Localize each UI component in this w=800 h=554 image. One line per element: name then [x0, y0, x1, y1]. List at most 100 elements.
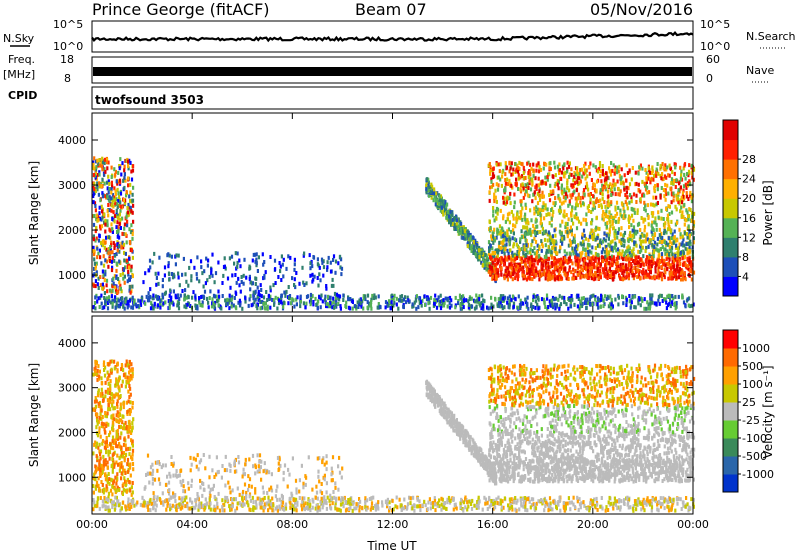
echo-cell — [415, 298, 418, 303]
echo-cell — [663, 222, 666, 227]
echo-cell — [632, 218, 635, 223]
echo-cell — [671, 252, 674, 257]
echo-cell — [690, 218, 694, 223]
echo-cell — [671, 232, 674, 237]
echo-cell — [339, 265, 342, 270]
echo-cell — [254, 252, 257, 257]
echo-cell — [442, 303, 446, 308]
echo-cell — [585, 222, 588, 227]
echo-cell — [591, 207, 594, 212]
echo-cell — [340, 266, 344, 271]
echo-cell — [680, 213, 683, 218]
echo-cell — [118, 280, 121, 285]
echo-cell — [488, 261, 491, 266]
echo-cell — [508, 302, 511, 307]
echo-cell — [263, 275, 266, 280]
echo-cell — [629, 237, 632, 242]
echo-cell — [627, 267, 630, 272]
echo-cell — [651, 213, 654, 218]
echo-cell — [255, 252, 258, 257]
colorbar-tick-label: 20 — [742, 192, 756, 205]
echo-cell — [508, 196, 511, 201]
echo-cell — [681, 191, 684, 196]
echo-cell — [207, 300, 210, 305]
echo-cell — [491, 274, 494, 279]
echo-cell — [680, 205, 683, 210]
echo-cell — [439, 299, 442, 304]
echo-cell — [582, 188, 586, 192]
echo-cell — [210, 304, 214, 309]
echo-cell — [594, 165, 597, 170]
echo-cell — [668, 264, 671, 269]
echo-cell — [557, 208, 561, 213]
echo-cell — [104, 194, 107, 199]
echo-cell — [688, 163, 691, 168]
echo-cell — [533, 236, 536, 241]
echo-cell — [528, 170, 532, 175]
echo-cell — [516, 250, 519, 254]
echo-cell — [533, 268, 536, 273]
echo-cell — [599, 304, 602, 309]
echo-cell — [156, 303, 159, 308]
echo-cell — [211, 252, 214, 257]
echo-cell — [509, 191, 512, 196]
echo-cell — [654, 266, 657, 270]
echo-cell — [191, 295, 194, 300]
echo-cell — [692, 223, 695, 228]
echo-cell — [675, 272, 678, 277]
echo-cell — [318, 295, 321, 300]
echo-cell — [661, 299, 664, 303]
echo-cell — [102, 263, 106, 268]
echo-cell — [129, 190, 132, 195]
echo-cell — [679, 209, 682, 214]
echo-cell — [130, 305, 133, 310]
echo-cell — [523, 247, 526, 252]
echo-cell — [544, 181, 548, 186]
echo-cell — [659, 293, 662, 298]
echo-cell — [519, 216, 522, 221]
echo-cell — [93, 301, 97, 305]
echo-cell — [355, 506, 358, 511]
echo-cell — [309, 266, 312, 271]
echo-cell — [105, 283, 108, 288]
echo-cell — [614, 267, 618, 272]
echo-cell — [576, 203, 579, 208]
echo-cell — [583, 168, 587, 173]
echo-cell — [371, 293, 374, 298]
echo-cell — [601, 255, 604, 260]
echo-cell — [526, 250, 529, 255]
echo-cell — [588, 297, 591, 302]
echo-cell — [512, 228, 515, 233]
echo-cell — [495, 249, 498, 254]
echo-cell — [673, 301, 676, 306]
echo-cell — [124, 178, 127, 183]
echo-cell — [571, 246, 574, 251]
echo-cell — [692, 177, 695, 182]
echo-cell — [118, 235, 121, 240]
echo-cell — [469, 236, 472, 241]
echo-cell — [634, 255, 637, 260]
echo-cell — [107, 190, 110, 195]
echo-cell — [151, 260, 154, 265]
echo-cell — [437, 295, 440, 300]
echo-cell — [100, 164, 104, 169]
echo-cell — [566, 276, 569, 281]
echo-cell — [115, 503, 118, 507]
echo-cell — [677, 200, 680, 205]
echo-cell — [480, 254, 483, 258]
echo-cell — [184, 288, 187, 293]
echo-cell — [562, 195, 565, 200]
echo-cell — [389, 306, 392, 311]
echo-cell — [538, 246, 541, 251]
echo-cell — [489, 265, 492, 270]
echo-cell — [338, 297, 341, 302]
echo-cell — [594, 246, 597, 251]
echo-cell — [278, 261, 281, 265]
echo-cell — [546, 277, 549, 282]
echo-cell — [443, 208, 446, 213]
echo-cell — [622, 215, 625, 220]
echo-cell — [236, 264, 239, 269]
echo-cell — [308, 253, 311, 258]
echo-cell — [189, 259, 193, 264]
echo-cell — [641, 166, 644, 171]
